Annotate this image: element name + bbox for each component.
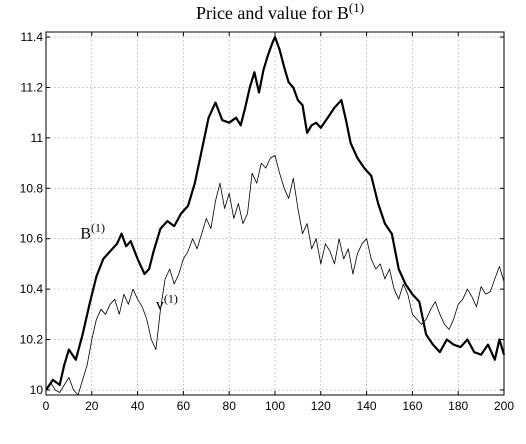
x-tick-label: 40 xyxy=(131,399,145,413)
y-tick-label: 10.8 xyxy=(20,181,44,195)
x-tick-label: 140 xyxy=(357,399,377,413)
series-label-superscript: (1) xyxy=(91,221,105,235)
series-line-0 xyxy=(45,35,506,391)
x-tick-label: 20 xyxy=(85,399,99,413)
chart-title: Price and value for B(1) xyxy=(196,0,364,23)
x-tick-label: 0 xyxy=(43,399,50,413)
series-lines xyxy=(45,35,506,396)
series-label-superscript: (1) xyxy=(164,291,178,305)
x-tick-label: 160 xyxy=(402,399,422,413)
series-label-1: v(1) xyxy=(156,291,178,313)
chart-title-text: Price and value for B xyxy=(196,3,349,23)
y-tick-label: 10 xyxy=(30,383,44,397)
series-labels: B(1)v(1) xyxy=(80,221,178,314)
x-tick-label: 100 xyxy=(265,399,285,413)
axis-ticks: 0 20 40 60 80 100 120 140 160 180 200 10 10.2 10.4 10.… xyxy=(20,30,515,413)
x-tick-label: 60 xyxy=(177,399,191,413)
series-label-0: B(1) xyxy=(80,221,105,243)
x-tick-label: 80 xyxy=(223,399,237,413)
y-tick-label: 10.6 xyxy=(20,232,44,246)
x-tick-label: 120 xyxy=(311,399,331,413)
y-tick-label: 11 xyxy=(31,131,44,145)
y-tick-label: 11.2 xyxy=(21,80,44,94)
chart-title-superscript: (1) xyxy=(349,0,364,15)
x-tick-label: 200 xyxy=(494,399,514,413)
series-line-1 xyxy=(45,155,505,396)
y-tick-label: 11.4 xyxy=(21,30,44,44)
grid-lines xyxy=(46,32,504,395)
y-tick-label: 10.2 xyxy=(20,333,44,347)
series-label-text: v xyxy=(156,296,164,313)
x-tick-label: 180 xyxy=(448,399,468,413)
series-label-text: B xyxy=(80,226,91,243)
y-tick-label: 10.4 xyxy=(20,282,44,296)
